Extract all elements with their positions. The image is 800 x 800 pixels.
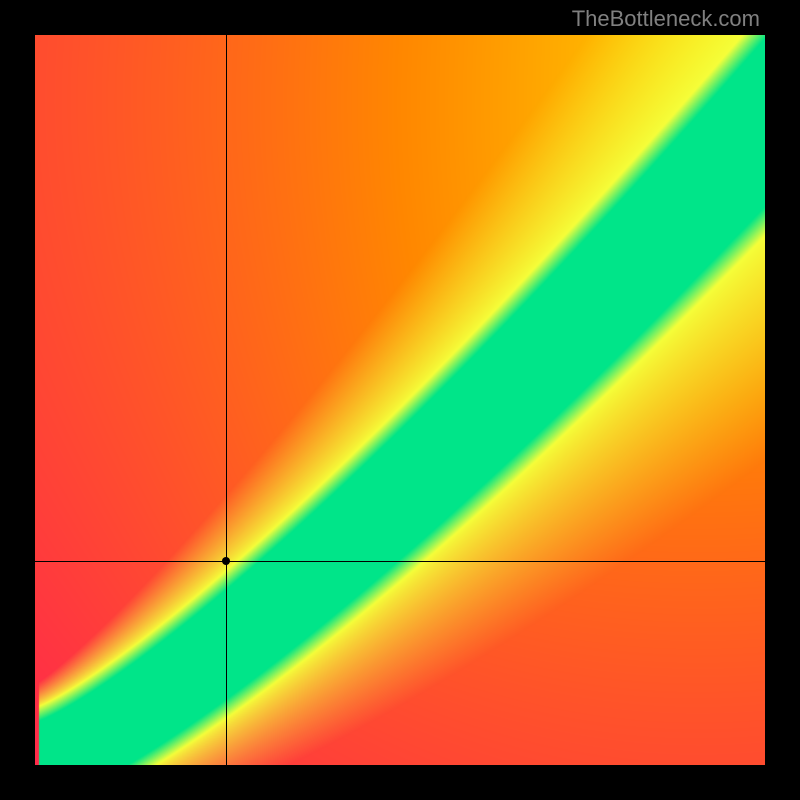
crosshair-vertical <box>226 35 227 765</box>
crosshair-horizontal <box>35 561 765 562</box>
data-point-marker <box>222 557 230 565</box>
heatmap-canvas <box>35 35 765 765</box>
chart-plot-area <box>35 35 765 765</box>
watermark-text: TheBottleneck.com <box>572 6 760 32</box>
